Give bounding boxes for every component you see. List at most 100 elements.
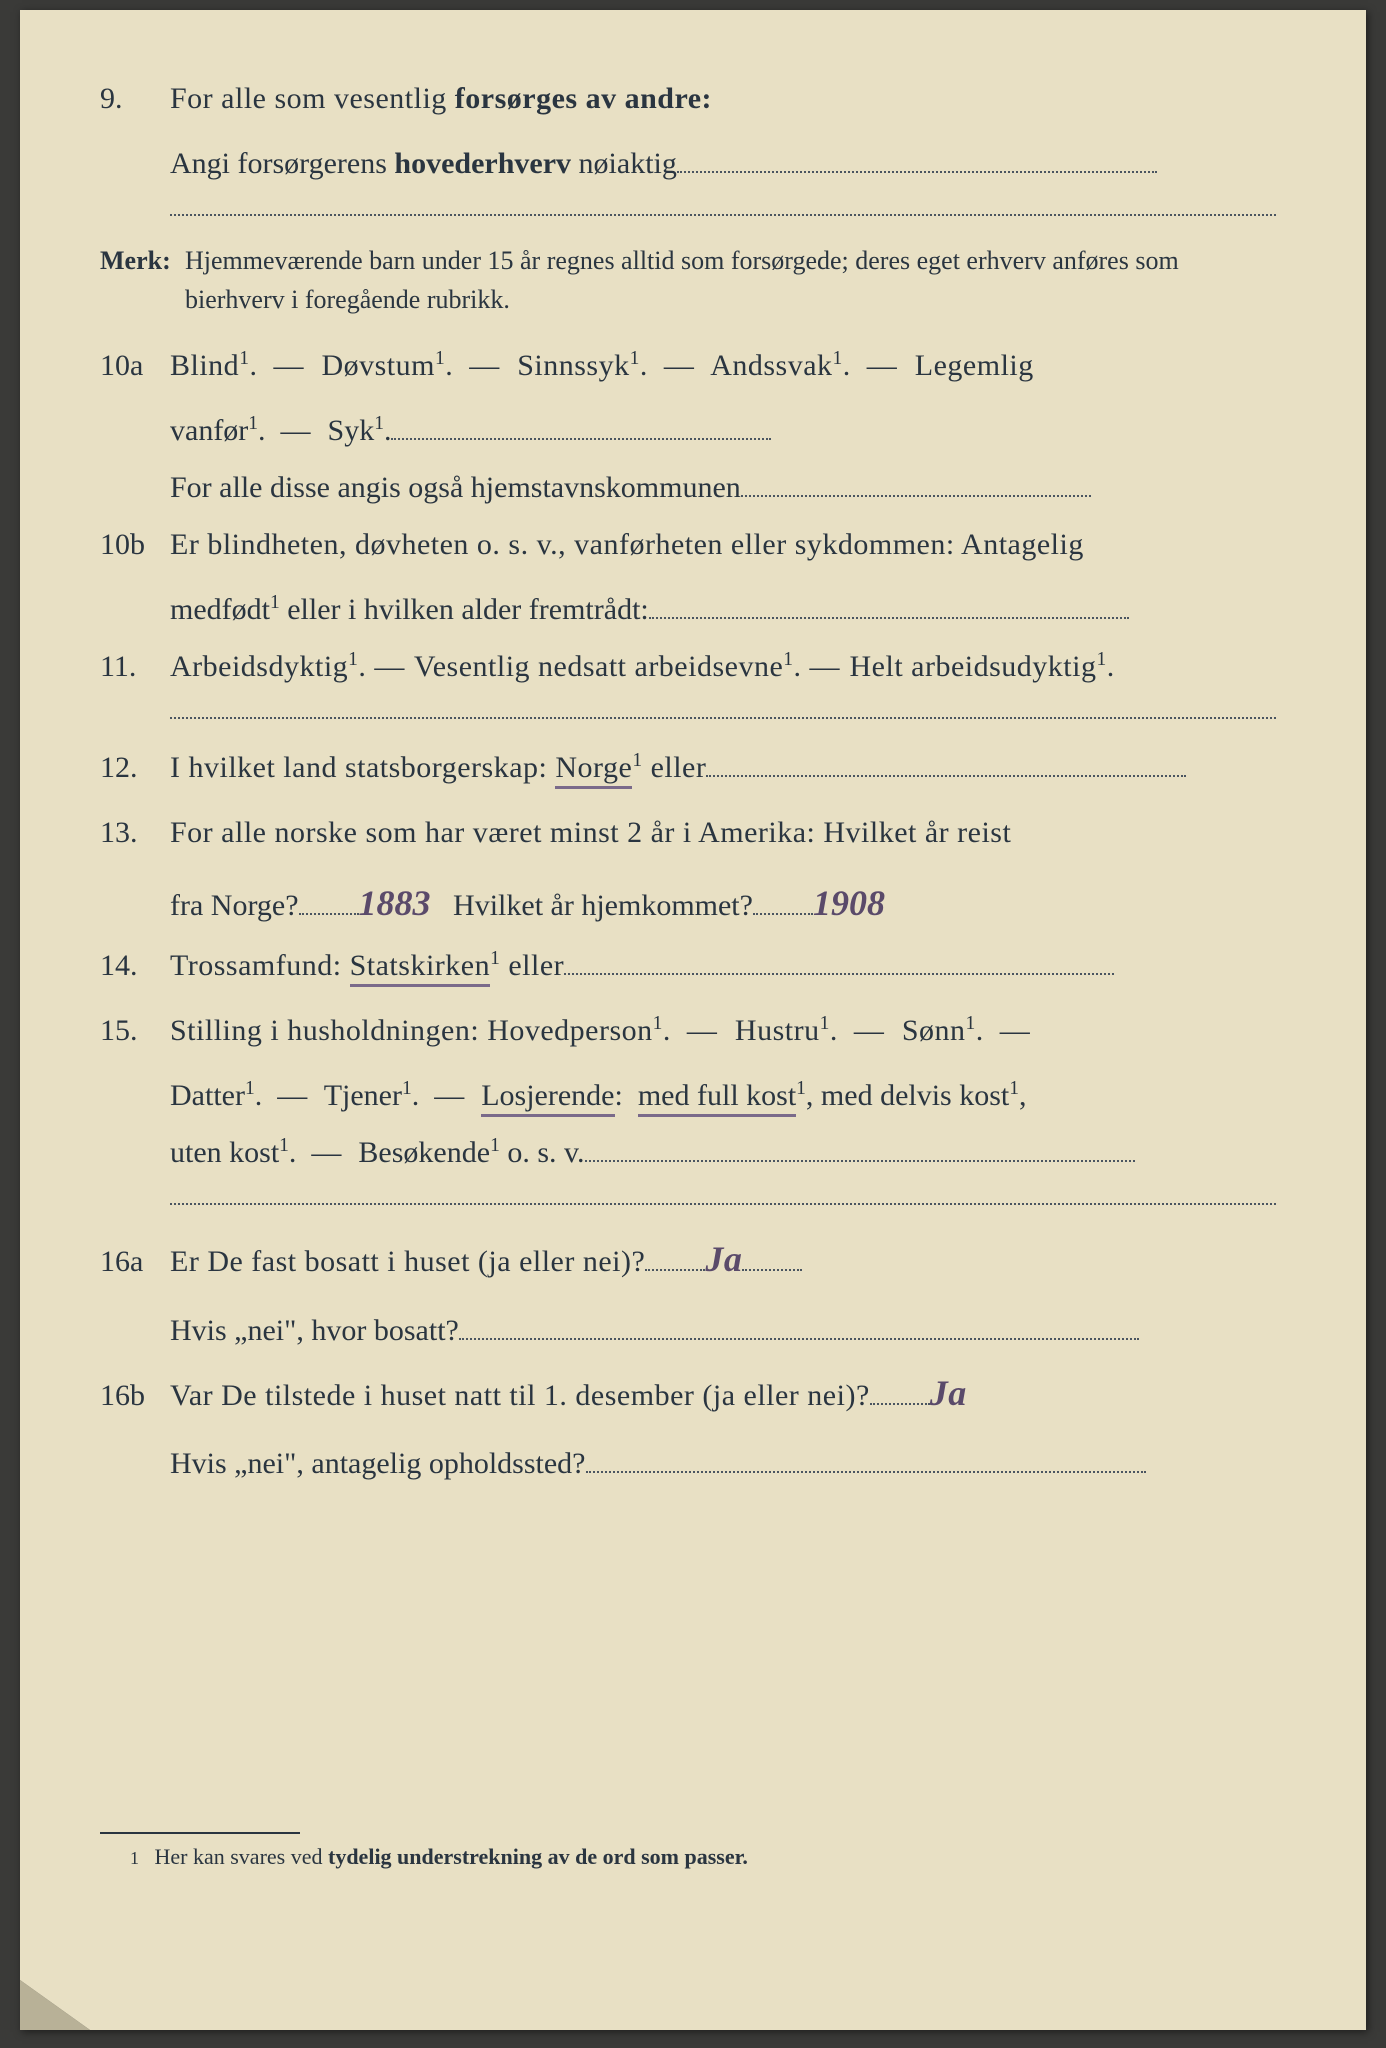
q12-b: eller <box>643 751 707 784</box>
q10b-medfodt: medfødt <box>170 593 270 626</box>
question-9: 9. For alle som vesentlig forsørges av a… <box>100 70 1276 127</box>
footnote-rule <box>100 1832 300 1834</box>
q13-answer1: 1883 <box>359 869 431 937</box>
q16b-answer: Ja <box>930 1359 967 1427</box>
q14-content: Trossamfund: Statskirken1 eller <box>170 937 1276 994</box>
q16a-line1: Er De fast bosatt i huset (ja eller nei)… <box>170 1225 1276 1293</box>
q16b-l1: Var De tilstede i huset natt til 1. dese… <box>170 1379 870 1412</box>
q12-a: I hvilket land statsborgerskap: <box>170 751 555 784</box>
question-15: 15. Stilling i husholdningen: Hovedperso… <box>100 1002 1276 1059</box>
q10b-number: 10b <box>100 516 170 573</box>
q10b-line2: medfødt1 eller i hvilken alder fremtrådt… <box>170 581 1276 638</box>
q16b-line2: Hvis „nei", antagelig opholdssted? <box>170 1435 1276 1492</box>
question-16a: 16a Er De fast bosatt i huset (ja eller … <box>100 1225 1276 1293</box>
question-10a: 10a Blind1. — Døvstum1. — Sinnssyk1. — A… <box>100 337 1276 394</box>
q10a-sinnssyk: Sinnssyk <box>517 349 629 382</box>
q10a-l3: For alle disse angis også hjemstavnskomm… <box>170 471 741 504</box>
q9-fill <box>677 171 1157 173</box>
q14-statskirken: Statskirken <box>350 949 491 987</box>
q9-text-b: forsørges av andre: <box>455 82 712 115</box>
q16a-fill1b <box>742 1269 802 1271</box>
question-16b: 16b Var De tilstede i huset natt til 1. … <box>100 1359 1276 1427</box>
divider-1 <box>170 212 1276 216</box>
page-corner-fold <box>20 1980 90 2030</box>
question-14: 14. Trossamfund: Statskirken1 eller <box>100 937 1276 994</box>
q16a-l2: Hvis „nei", hvor bosatt? <box>170 1314 459 1347</box>
q10a-dovstum: Døvstum <box>321 349 435 382</box>
q14-number: 14. <box>100 937 170 994</box>
document-page: 9. For alle som vesentlig forsørges av a… <box>20 10 1366 2030</box>
q9-l2b: hovederhverv <box>394 147 571 180</box>
q12-number: 12. <box>100 739 170 796</box>
footnote: 1 Her kan svares ved tydelig understrekn… <box>130 1844 1276 1870</box>
footnote-b: tydelig understrekning av de ord som pas… <box>328 1844 748 1869</box>
q15-losjerende: Losjerende <box>481 1079 614 1117</box>
q16a-line2: Hvis „nei", hvor bosatt? <box>170 1302 1276 1359</box>
q11-seg1: Arbeidsdyktig <box>170 650 348 683</box>
q16a-answer: Ja <box>705 1225 742 1293</box>
q10a-line2: vanfør1. — Syk1. <box>170 402 1276 459</box>
q14-fill <box>564 973 1114 975</box>
q9-line1: For alle som vesentlig forsørges av andr… <box>170 70 1276 127</box>
q11-seg3: Helt arbeidsudyktig <box>850 650 1097 683</box>
q9-l2c: nøiaktig <box>571 147 677 180</box>
q10a-syk: Syk <box>328 414 375 447</box>
q15-number: 15. <box>100 1002 170 1059</box>
q13-number: 13. <box>100 804 170 861</box>
q14-a: Trossamfund: <box>170 949 350 982</box>
q10a-fill <box>391 438 771 440</box>
q16b-fill2 <box>586 1471 1146 1473</box>
divider-3 <box>170 1201 1276 1205</box>
q16b-l2: Hvis „nei", antagelig opholdssted? <box>170 1447 586 1480</box>
q10a-fill2 <box>741 495 1091 497</box>
q9-l2a: Angi forsørgerens <box>170 147 394 180</box>
question-10b: 10b Er blindheten, døvheten o. s. v., va… <box>100 516 1276 573</box>
q15-medfull: med full kost <box>638 1079 796 1117</box>
q15-hustru: Hustru <box>735 1014 820 1047</box>
q13-fill1 <box>299 913 359 915</box>
q10b-l2b: eller i hvilken alder fremtrådt: <box>280 593 649 626</box>
q11-number: 11. <box>100 638 170 695</box>
q10a-legemlig: Legemlig <box>915 349 1034 382</box>
q10a-number: 10a <box>100 337 170 394</box>
merk-note: Merk: Hjemmeværende barn under 15 år reg… <box>100 236 1276 319</box>
q11-seg2: Vesentlig nedsatt arbeidsevne <box>414 650 783 683</box>
q16b-fill1 <box>870 1403 930 1405</box>
blank-space <box>100 1492 1276 1772</box>
footnote-a: Her kan svares ved <box>155 1844 329 1869</box>
merk-label: Merk: <box>100 236 185 285</box>
divider-2 <box>170 715 1276 719</box>
q14-b: eller <box>500 949 564 982</box>
q15-fill <box>585 1160 1135 1162</box>
q16a-l1: Er De fast bosatt i huset (ja eller nei)… <box>170 1245 645 1278</box>
q15-l3a: uten kost <box>170 1136 279 1169</box>
question-13: 13. For alle norske som har været minst … <box>100 804 1276 861</box>
footnote-number: 1 <box>130 1848 139 1868</box>
q16b-number: 16b <box>100 1367 170 1424</box>
q15-line2: Datter1. — Tjener1. — Losjerende: med fu… <box>170 1067 1276 1124</box>
q16a-number: 16a <box>100 1233 170 1290</box>
q10b-line1: Er blindheten, døvheten o. s. v., vanfør… <box>170 516 1276 573</box>
q13-line2: fra Norge?1883 Hvilket år hjemkommet?190… <box>170 869 1276 937</box>
q16a-fill2 <box>459 1338 1139 1340</box>
q11-content: Arbeidsdyktig1. — Vesentlig nedsatt arbe… <box>170 638 1276 695</box>
q15-sonn: Sønn <box>902 1014 966 1047</box>
question-12: 12. I hvilket land statsborgerskap: Norg… <box>100 739 1276 796</box>
q9-line2: Angi forsørgerens hovederhverv nøiaktig <box>170 135 1276 192</box>
q16a-fill1 <box>645 1269 705 1271</box>
q15-line3: uten kost1. — Besøkende1 o. s. v. <box>170 1124 1276 1181</box>
q13-line1: For alle norske som har været minst 2 år… <box>170 804 1276 861</box>
q15-line1: Stilling i husholdningen: Hovedperson1. … <box>170 1002 1276 1059</box>
q9-number: 9. <box>100 70 170 127</box>
q15-l1a: Stilling i husholdningen: Hovedperson <box>170 1014 653 1047</box>
q16b-line1: Var De tilstede i huset natt til 1. dese… <box>170 1359 1276 1427</box>
q10a-blind: Blind <box>170 349 239 382</box>
q13-fill2 <box>753 913 813 915</box>
q15-delvis: , med delvis kost <box>806 1079 1009 1112</box>
q12-norge: Norge <box>555 751 632 789</box>
q13-l2a: fra Norge? <box>170 889 299 922</box>
q10a-andssvak: Andssvak <box>710 349 832 382</box>
q10a-line1: Blind1. — Døvstum1. — Sinnssyk1. — Andss… <box>170 337 1276 394</box>
question-11: 11. Arbeidsdyktig1. — Vesentlig nedsatt … <box>100 638 1276 695</box>
q13-l2b: Hvilket år hjemkommet? <box>453 889 753 922</box>
